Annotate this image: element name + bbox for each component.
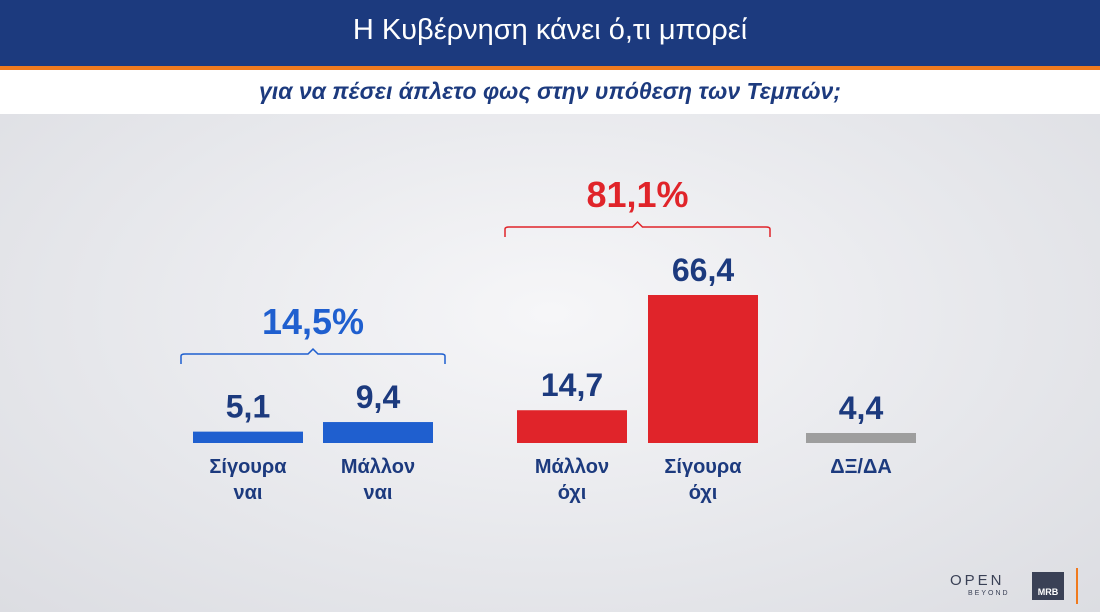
category-label-1-line-1: Σίγουρα [209, 456, 287, 478]
category-label-2-line-1: Μάλλον [341, 456, 415, 478]
bar-3 [517, 410, 627, 443]
title-bar [0, 0, 1100, 66]
category-label-5-line-1: ΔΞ/ΔΑ [830, 456, 892, 478]
value-label-5: 4,4 [839, 390, 884, 426]
logo-divider [1076, 568, 1078, 604]
bar-4 [648, 295, 758, 443]
mrb-logo: MRB [1032, 572, 1064, 600]
value-label-2: 9,4 [356, 379, 401, 415]
chart-title: Η Κυβέρνηση κάνει ό,τι μπορεί [352, 14, 748, 46]
bar-5 [806, 433, 916, 443]
chart-background [0, 114, 1100, 612]
category-label-2-line-2: ναι [364, 482, 393, 504]
open-logo: OPEN [950, 572, 1005, 589]
category-label-3-line-1: Μάλλον [535, 456, 609, 478]
value-label-4: 66,4 [672, 252, 734, 288]
category-label-3-line-2: όχι [558, 482, 587, 504]
group-total-label-1: 14,5% [262, 301, 364, 342]
value-label-1: 5,1 [226, 389, 270, 425]
chart-subtitle: για να πέσει άπλετο φως στην υπόθεση των… [259, 78, 841, 104]
subtitle-bar [0, 70, 1100, 114]
category-label-4-line-1: Σίγουρα [664, 456, 742, 478]
open-beyond-logo: BEYOND [968, 590, 1010, 597]
group-bracket-1 [180, 347, 446, 365]
value-label-3: 14,7 [541, 367, 603, 403]
category-label-1-line-2: ναι [234, 482, 263, 504]
category-label-4-line-2: όχι [689, 482, 718, 504]
bar-2 [323, 422, 433, 443]
group-total-label-2: 81,1% [586, 174, 688, 215]
group-bracket-2 [504, 220, 771, 237]
bar-1 [193, 431, 303, 443]
title-accent-line [0, 66, 1100, 70]
